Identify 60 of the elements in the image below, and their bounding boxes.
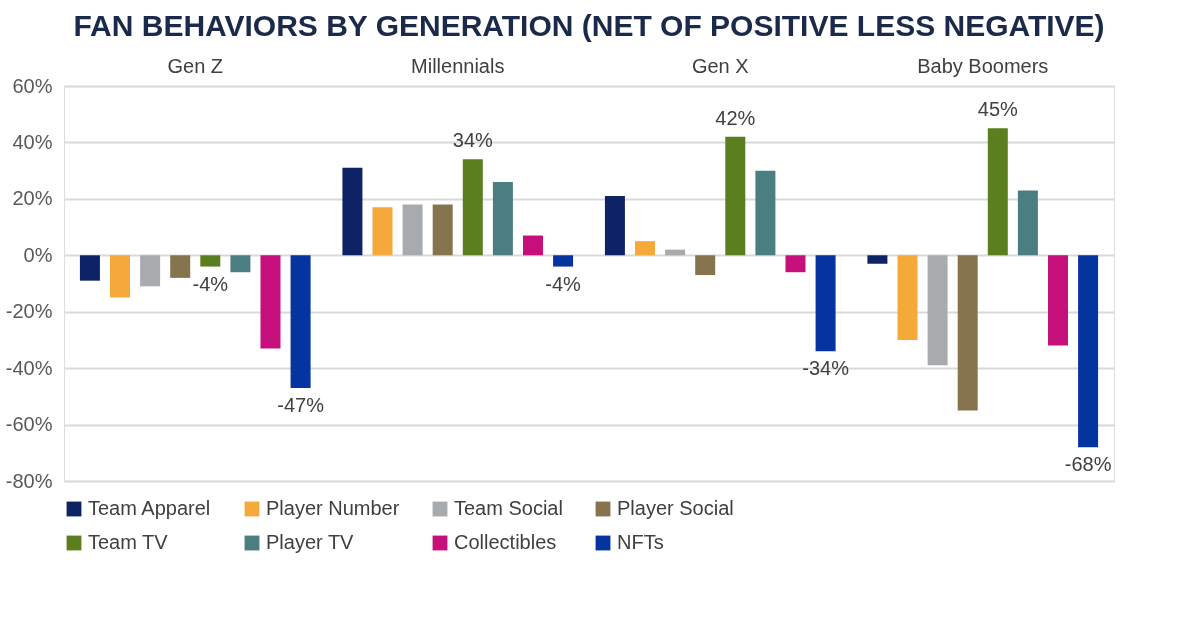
bar [785, 255, 806, 273]
y-tick-label: -60% [5, 413, 53, 436]
legend-label: Player Social [617, 497, 734, 519]
y-tick-label: -40% [5, 356, 53, 379]
bar [695, 255, 716, 276]
bar [110, 255, 131, 298]
data-label: -34% [802, 357, 850, 380]
bar [553, 255, 574, 267]
bar [342, 167, 363, 256]
bar [200, 255, 221, 267]
bar [815, 255, 836, 352]
bar [725, 136, 746, 256]
data-label: -4% [192, 272, 229, 295]
data-label: 34% [452, 129, 494, 152]
x-tick-label: Baby Boomers [917, 54, 1049, 77]
data-label: -47% [277, 393, 325, 416]
bar [432, 204, 453, 256]
bar [462, 159, 483, 256]
bar [290, 255, 311, 388]
y-tick-label: 60% [12, 74, 53, 97]
legend-label: Team TV [88, 531, 169, 553]
bar [140, 255, 161, 287]
y-tick-label: 0% [23, 243, 53, 266]
chart-title: FAN BEHAVIORS BY GENERATION (NET OF POSITIVE LESS NEGATIVE) [73, 9, 1105, 42]
y-tick-label: 20% [12, 187, 53, 210]
bar [522, 235, 543, 256]
legend-label: Player TV [266, 531, 355, 553]
legend-label: Collectibles [454, 531, 557, 553]
bar [1078, 255, 1099, 448]
data-label: -68% [1064, 453, 1112, 476]
bar [987, 128, 1008, 256]
bar [927, 255, 948, 366]
bar [230, 255, 251, 273]
x-tick-label: Gen Z [167, 54, 224, 77]
bar [1017, 190, 1038, 256]
bar [957, 255, 978, 411]
legend-label: Team Apparel [88, 497, 211, 519]
bar [1047, 255, 1068, 346]
y-tick-label: -80% [5, 469, 53, 492]
data-label: -4% [545, 272, 582, 295]
bar [867, 255, 888, 264]
bar [372, 207, 393, 256]
bar [402, 204, 423, 256]
x-tick-label: Gen X [691, 54, 749, 77]
bar [260, 255, 281, 349]
bar [897, 255, 918, 340]
data-label: 45% [977, 98, 1019, 121]
legend-label: Team Social [454, 497, 563, 519]
bar [170, 255, 191, 278]
y-tick-label: -20% [5, 300, 53, 323]
bar [79, 255, 100, 281]
x-tick-label: Millennials [411, 54, 505, 77]
legend-label: Player Number [266, 497, 400, 519]
bar [604, 196, 625, 256]
bar [755, 170, 776, 256]
data-label: 42% [715, 106, 756, 129]
legend-label: NFTs [617, 531, 664, 553]
bar [492, 181, 513, 256]
bar [635, 241, 656, 256]
y-tick-label: 40% [12, 130, 53, 153]
